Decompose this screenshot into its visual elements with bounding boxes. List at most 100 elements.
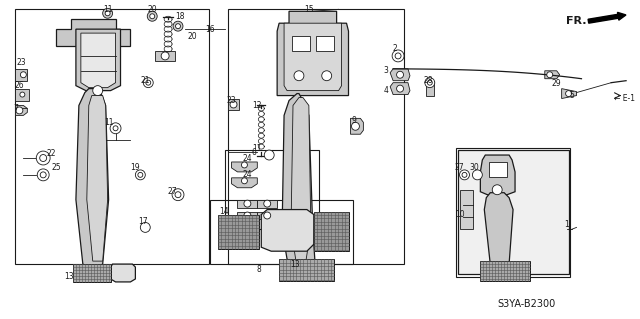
Circle shape [547,72,553,78]
Bar [456,148,570,277]
Circle shape [351,122,360,130]
Text: 2: 2 [393,44,397,54]
Circle shape [241,162,248,168]
Text: 18: 18 [175,12,185,21]
Text: 14: 14 [219,207,228,216]
Circle shape [138,172,143,177]
Polygon shape [261,210,314,251]
Polygon shape [257,200,277,208]
Circle shape [397,71,404,78]
Circle shape [93,85,102,96]
Circle shape [110,123,121,134]
Circle shape [322,71,332,81]
Circle shape [20,92,25,97]
Circle shape [102,8,113,18]
Text: 23: 23 [17,58,26,67]
Polygon shape [390,83,410,94]
Text: FR.: FR. [566,16,586,26]
Bar [292,36,310,51]
Polygon shape [76,89,109,269]
Polygon shape [76,29,120,91]
Text: 25: 25 [51,163,61,173]
Bar [316,36,333,51]
Circle shape [16,107,23,114]
Text: 24: 24 [243,153,252,162]
Text: 19: 19 [131,163,140,173]
Text: 20: 20 [147,5,157,14]
Polygon shape [232,178,257,188]
Polygon shape [237,211,257,219]
Circle shape [20,72,26,78]
Circle shape [230,101,237,108]
Text: 12: 12 [253,101,262,110]
Text: 1: 1 [564,220,569,229]
Circle shape [264,212,271,219]
Text: 23: 23 [227,96,236,105]
Circle shape [472,170,483,180]
Circle shape [175,24,180,29]
Polygon shape [426,81,434,96]
Circle shape [36,151,50,165]
Polygon shape [228,99,239,110]
Text: 21: 21 [141,76,150,85]
Circle shape [40,154,47,161]
Bar [15,9,209,264]
Text: 29: 29 [552,79,561,88]
Polygon shape [291,98,311,261]
Text: 11: 11 [104,118,113,127]
Text: 30: 30 [470,163,479,173]
Circle shape [105,11,110,16]
Circle shape [150,14,155,19]
Text: 27: 27 [455,163,465,173]
Text: 11: 11 [103,5,113,14]
Circle shape [294,71,304,81]
Bar [481,261,530,281]
Bar [279,259,333,281]
Circle shape [140,222,150,232]
Polygon shape [56,19,131,46]
Circle shape [136,170,145,180]
Polygon shape [351,118,364,134]
Circle shape [37,169,49,181]
Circle shape [566,91,572,97]
Circle shape [143,78,153,88]
Text: 6: 6 [252,148,257,157]
Circle shape [244,200,251,207]
Circle shape [397,85,404,92]
Circle shape [241,178,248,184]
Circle shape [425,78,435,88]
Polygon shape [237,200,257,208]
Circle shape [173,21,183,31]
Text: 22: 22 [46,149,56,158]
Polygon shape [15,106,28,115]
Polygon shape [284,23,342,91]
Text: 13: 13 [290,260,300,269]
Text: 20: 20 [187,32,196,41]
Bar [228,9,404,264]
Circle shape [175,192,181,198]
Polygon shape [15,69,28,81]
Text: 4: 4 [384,86,388,95]
Bar [225,150,319,229]
Circle shape [172,189,184,201]
Polygon shape [156,51,175,61]
Circle shape [244,212,251,219]
Polygon shape [15,89,29,100]
Text: 26: 26 [15,81,24,90]
Text: 8: 8 [257,264,262,273]
Polygon shape [282,93,315,264]
Circle shape [460,170,470,180]
Polygon shape [87,96,108,261]
Bar [489,162,507,177]
Text: 13: 13 [64,272,74,281]
Polygon shape [81,33,116,88]
Bar [210,200,353,264]
Text: 16: 16 [205,25,214,33]
Text: 24: 24 [243,170,252,179]
Circle shape [264,200,271,207]
Circle shape [146,80,151,85]
Polygon shape [257,211,277,219]
Text: 3: 3 [384,66,388,75]
Text: 15: 15 [304,5,314,14]
Polygon shape [277,11,349,96]
